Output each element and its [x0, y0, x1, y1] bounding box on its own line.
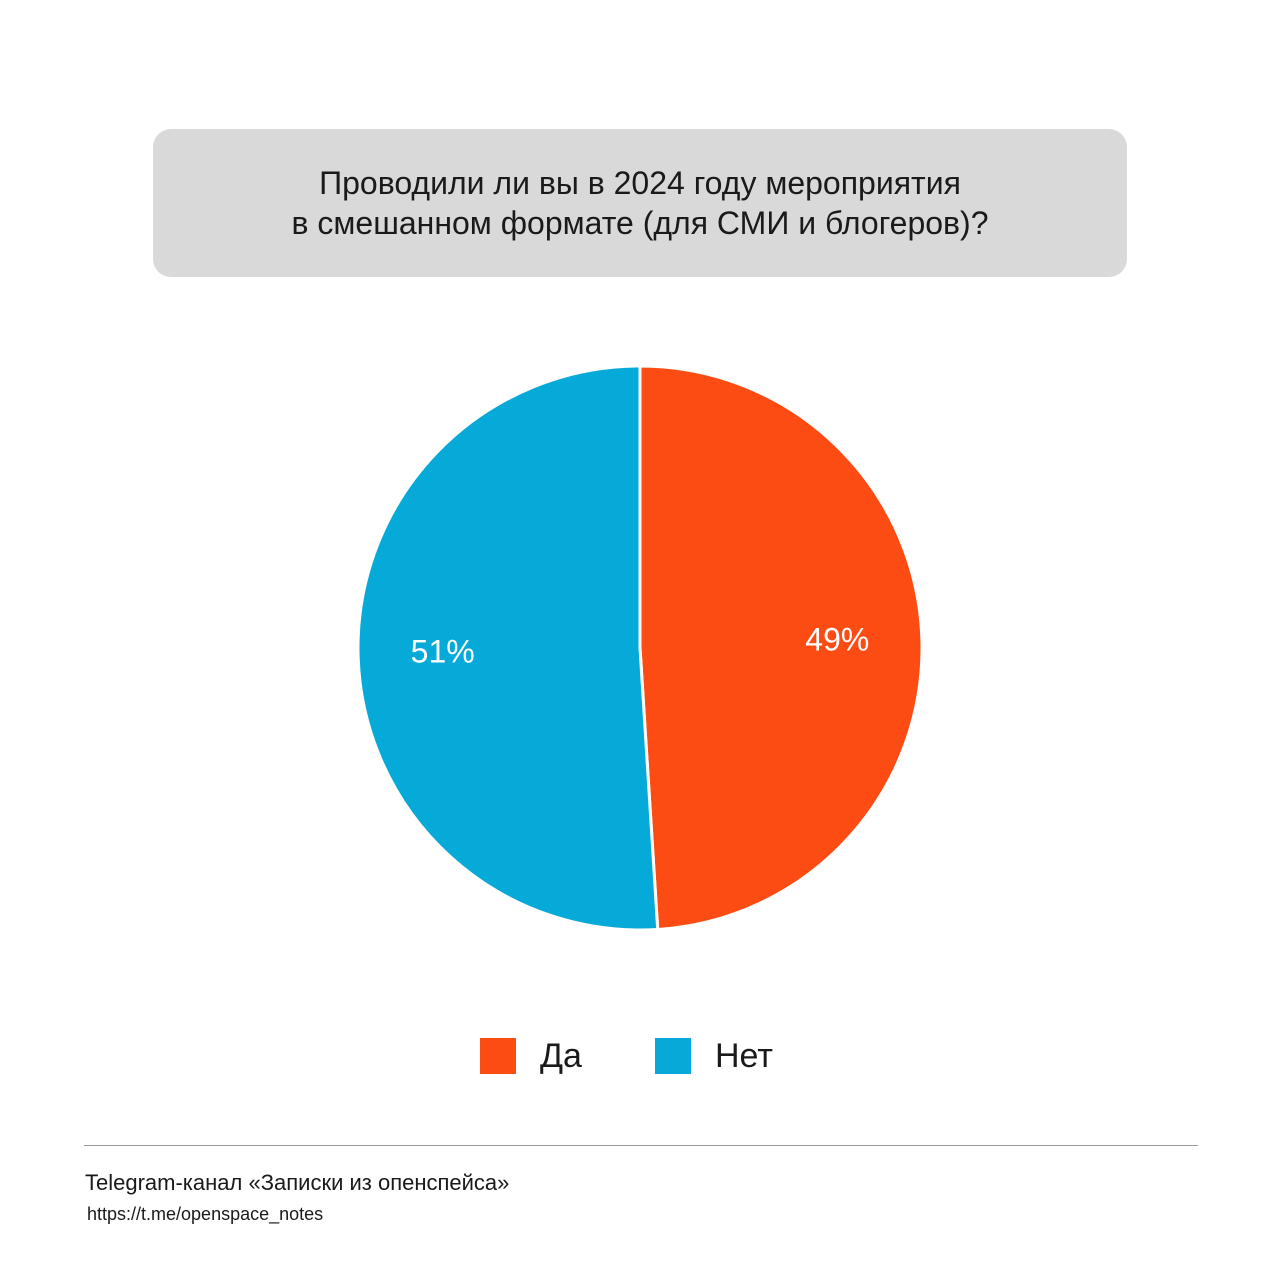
- legend-item-yes: Да: [480, 1036, 582, 1076]
- footer-channel-name: Telegram-канал «Записки из опенспейса»: [85, 1170, 510, 1195]
- pie-slice-no: [356, 364, 660, 932]
- pie-slice-yes: [638, 364, 924, 931]
- footer-divider: [84, 1145, 1198, 1146]
- legend-swatch-no: [655, 1038, 691, 1074]
- legend-label-no: Нет: [715, 1036, 773, 1075]
- legend: Да Нет: [0, 1036, 1280, 1076]
- pie-label-yes: 49%: [805, 621, 869, 657]
- legend-item-no: Нет: [655, 1036, 773, 1076]
- title-box: Проводили ли вы в 2024 году мероприятия …: [153, 129, 1127, 277]
- footer-link[interactable]: https://t.me/openspace_notes: [87, 1204, 324, 1224]
- legend-swatch-yes: [480, 1038, 516, 1074]
- chart-title-line-1: Проводили ли вы в 2024 году мероприятия: [319, 165, 961, 201]
- legend-label-yes: Да: [540, 1036, 582, 1075]
- pie-label-no: 51%: [411, 634, 475, 670]
- pie-labels: 49% 51%: [411, 621, 870, 669]
- pie-slices: [356, 364, 924, 932]
- chart-title-line-2: в смешанном формате (для СМИ и блогеров)…: [291, 205, 989, 241]
